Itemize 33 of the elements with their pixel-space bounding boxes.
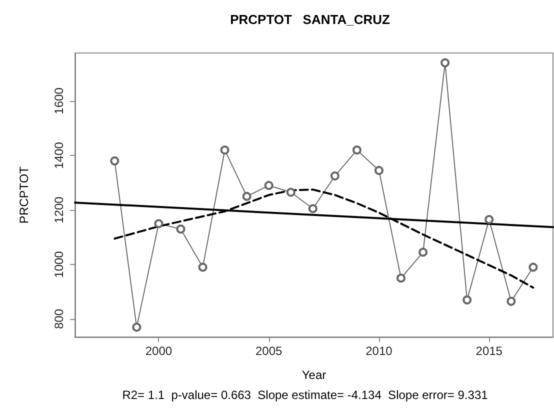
point: [352, 146, 362, 155]
point: [374, 166, 384, 175]
y-tick-label: 1600: [52, 87, 66, 114]
x-tick-label: 2015: [476, 344, 503, 358]
y-tick-label: 1000: [52, 250, 66, 278]
point: [462, 295, 472, 304]
point: [198, 262, 208, 272]
text: R2= 1.1 p-value= 0.663 Slope estimate= -4.134 Slope error= 9.331: [122, 388, 488, 402]
point: [110, 156, 120, 166]
chart-title: PRCPTOT SANTA_CRUZ: [230, 12, 390, 27]
y-axis-title: PRCPTOT: [17, 166, 31, 224]
point: [330, 171, 340, 180]
point: [242, 192, 252, 201]
x-tick-label: 2005: [255, 344, 283, 358]
point: [154, 219, 164, 228]
x-tick-label: 2000: [145, 344, 172, 358]
point: [286, 188, 296, 197]
point: [132, 322, 142, 332]
point: [418, 248, 428, 257]
point: [220, 146, 230, 155]
point: [264, 180, 274, 190]
point: [176, 224, 186, 234]
point: [308, 204, 318, 214]
point: [484, 215, 494, 224]
y-tick-label: 1200: [52, 196, 66, 224]
point: [396, 274, 406, 283]
y-tick-label: 1400: [52, 142, 66, 169]
point: [506, 296, 516, 306]
y-tick-label: 800: [52, 308, 66, 330]
point: [440, 58, 450, 68]
point: [528, 262, 538, 272]
x-axis-title: Year: [302, 368, 326, 382]
x-tick-label: 2010: [366, 344, 393, 358]
